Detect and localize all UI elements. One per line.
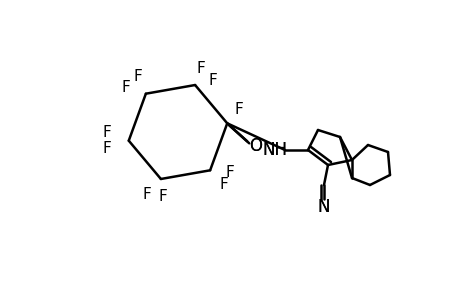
Text: N: N bbox=[317, 198, 330, 216]
Text: O: O bbox=[248, 137, 261, 155]
Text: F: F bbox=[219, 177, 228, 192]
Text: F: F bbox=[235, 102, 243, 117]
Text: F: F bbox=[133, 69, 142, 84]
Text: N: N bbox=[317, 198, 330, 216]
Text: F: F bbox=[196, 61, 205, 76]
Text: NH: NH bbox=[262, 141, 287, 159]
Text: F: F bbox=[158, 190, 167, 205]
Text: F: F bbox=[142, 188, 151, 202]
Text: F: F bbox=[102, 125, 111, 140]
Text: F: F bbox=[225, 165, 234, 180]
Text: F: F bbox=[121, 80, 130, 95]
Text: F: F bbox=[208, 73, 217, 88]
Text: F: F bbox=[102, 141, 111, 156]
Text: O: O bbox=[248, 137, 261, 155]
Text: NH: NH bbox=[262, 141, 287, 159]
